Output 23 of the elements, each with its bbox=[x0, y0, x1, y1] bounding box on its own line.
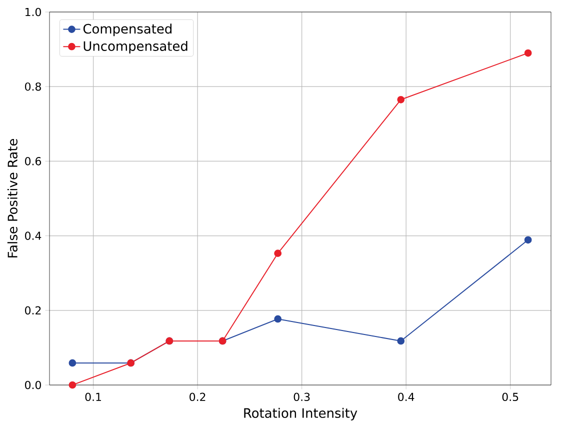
legend-label: Compensated bbox=[83, 24, 172, 36]
point bbox=[397, 337, 405, 345]
point bbox=[524, 49, 532, 57]
y-axis-title: False Positive Rate bbox=[7, 138, 18, 258]
x-tick-label: 0.3 bbox=[294, 392, 310, 402]
point bbox=[68, 381, 76, 389]
x-tick-label: 0.5 bbox=[502, 392, 518, 402]
y-tick-label: 0.4 bbox=[25, 232, 42, 240]
y-tick-label: 0.0 bbox=[25, 380, 41, 390]
y-tick-label: 0.6 bbox=[25, 157, 42, 166]
point bbox=[274, 315, 282, 323]
x-axis-title: Rotation Intensity bbox=[244, 408, 358, 420]
x-tick-label: 0.2 bbox=[190, 392, 206, 402]
point bbox=[68, 359, 76, 367]
y-tick-label: 0.8 bbox=[25, 82, 41, 91]
x-tick-label: 0.4 bbox=[398, 392, 414, 402]
point bbox=[524, 236, 532, 244]
x-tick-label: 0.1 bbox=[85, 392, 101, 402]
y-tick-label: 1.0 bbox=[26, 8, 41, 16]
legend-label: Uncompensated bbox=[84, 40, 188, 54]
point bbox=[274, 250, 282, 258]
y-tick-label: 0.2 bbox=[25, 306, 41, 315]
point bbox=[397, 96, 405, 104]
